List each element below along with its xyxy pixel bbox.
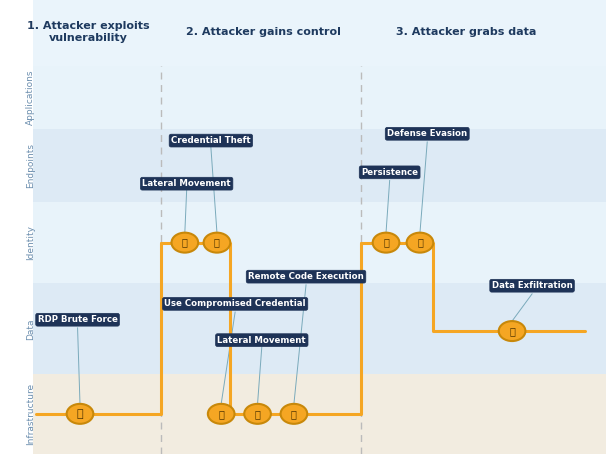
Text: 📟: 📟	[383, 237, 389, 247]
Circle shape	[499, 321, 525, 341]
Text: 🪪: 🪪	[214, 237, 220, 247]
Text: RDP Brute Force: RDP Brute Force	[38, 315, 118, 324]
Text: Endpoints: Endpoints	[26, 143, 35, 188]
Text: Applications: Applications	[26, 70, 35, 125]
FancyBboxPatch shape	[33, 283, 606, 374]
Circle shape	[407, 232, 433, 252]
Text: 🦾: 🦾	[509, 326, 515, 336]
Text: 🐛: 🐛	[77, 409, 83, 419]
Text: 3. Attacker grabs data: 3. Attacker grabs data	[396, 27, 537, 37]
Text: 💻: 💻	[291, 409, 297, 419]
Text: Persistence: Persistence	[361, 168, 418, 177]
Circle shape	[204, 232, 230, 252]
Circle shape	[244, 404, 271, 424]
Text: Identity: Identity	[26, 225, 35, 260]
Text: 🖥: 🖥	[182, 237, 188, 247]
Text: Use Compromised Credential: Use Compromised Credential	[164, 299, 306, 308]
Circle shape	[208, 404, 235, 424]
Text: 1. Attacker exploits
vulnerability: 1. Attacker exploits vulnerability	[27, 21, 149, 43]
Text: 2. Attacker gains control: 2. Attacker gains control	[186, 27, 341, 37]
Text: Data: Data	[26, 318, 35, 340]
FancyBboxPatch shape	[33, 129, 606, 202]
FancyBboxPatch shape	[33, 0, 606, 66]
Circle shape	[281, 404, 307, 424]
Text: Infrastructure: Infrastructure	[26, 383, 35, 445]
FancyBboxPatch shape	[33, 202, 606, 283]
Text: Defense Evasion: Defense Evasion	[387, 129, 467, 138]
Text: Lateral Movement: Lateral Movement	[142, 179, 231, 188]
Text: Data Exfiltration: Data Exfiltration	[491, 281, 573, 290]
Circle shape	[373, 232, 399, 252]
Text: Lateral Movement: Lateral Movement	[218, 336, 306, 345]
FancyBboxPatch shape	[33, 374, 606, 454]
Text: Remote Code Execution: Remote Code Execution	[248, 272, 364, 281]
Text: Credential Theft: Credential Theft	[171, 136, 251, 145]
Text: 🖥: 🖥	[255, 409, 261, 419]
FancyBboxPatch shape	[33, 66, 606, 129]
Text: 🛡: 🛡	[417, 237, 423, 247]
Circle shape	[171, 232, 198, 252]
Text: 🪪: 🪪	[218, 409, 224, 419]
Circle shape	[67, 404, 93, 424]
